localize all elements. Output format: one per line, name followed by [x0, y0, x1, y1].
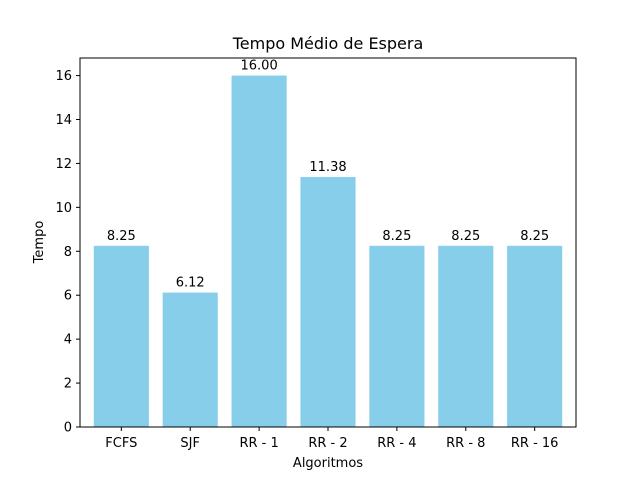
y-tick-label: 0 — [64, 421, 72, 436]
bar-rr-2 — [300, 177, 356, 427]
x-tick-label: FCFS — [105, 436, 137, 451]
data-labels-layer: 8.25 6.12 16.00 11.38 8.25 8.25 8.25 — [107, 59, 549, 291]
x-tick-label: RR - 8 — [446, 436, 485, 451]
bar-rr-16 — [507, 245, 563, 427]
y-tick-label: 4 — [64, 333, 72, 348]
x-tick-label: RR - 4 — [377, 436, 416, 451]
data-label: 8.25 — [451, 229, 480, 244]
x-tick-label: RR - 2 — [308, 436, 347, 451]
bars-layer — [93, 75, 563, 428]
data-label: 8.25 — [520, 229, 549, 244]
y-tick-label: 16 — [55, 69, 72, 84]
bar-sjf — [162, 292, 218, 427]
y-tick-label: 6 — [64, 289, 72, 304]
x-axis-label: Algoritmos — [293, 456, 363, 471]
data-label: 8.25 — [107, 229, 136, 244]
y-tick-label: 12 — [55, 157, 72, 172]
data-label: 16.00 — [241, 59, 278, 74]
y-tick-label: 10 — [55, 201, 72, 216]
bar-rr-8 — [438, 245, 494, 427]
x-tick-label: RR - 1 — [239, 436, 278, 451]
bar-fcfs — [93, 245, 149, 427]
x-tick-label: SJF — [180, 436, 200, 451]
bar-rr-4 — [369, 245, 425, 427]
y-tick-label: 8 — [64, 245, 72, 260]
data-label: 8.25 — [382, 229, 411, 244]
y-axis-label: Tempo — [32, 221, 47, 265]
bar-rr-1 — [231, 75, 287, 428]
chart-title: Tempo Médio de Espera — [232, 34, 424, 53]
x-tick-label: RR - 16 — [511, 436, 559, 451]
y-axis: 0 2 4 6 8 10 12 14 16 — [55, 69, 80, 436]
x-axis: FCFS SJF RR - 1 RR - 2 RR - 4 RR - 8 RR - 16 — [105, 427, 558, 451]
data-label: 11.38 — [309, 160, 346, 175]
y-tick-label: 2 — [64, 377, 72, 392]
y-tick-label: 14 — [55, 113, 72, 128]
data-label: 6.12 — [176, 276, 205, 291]
